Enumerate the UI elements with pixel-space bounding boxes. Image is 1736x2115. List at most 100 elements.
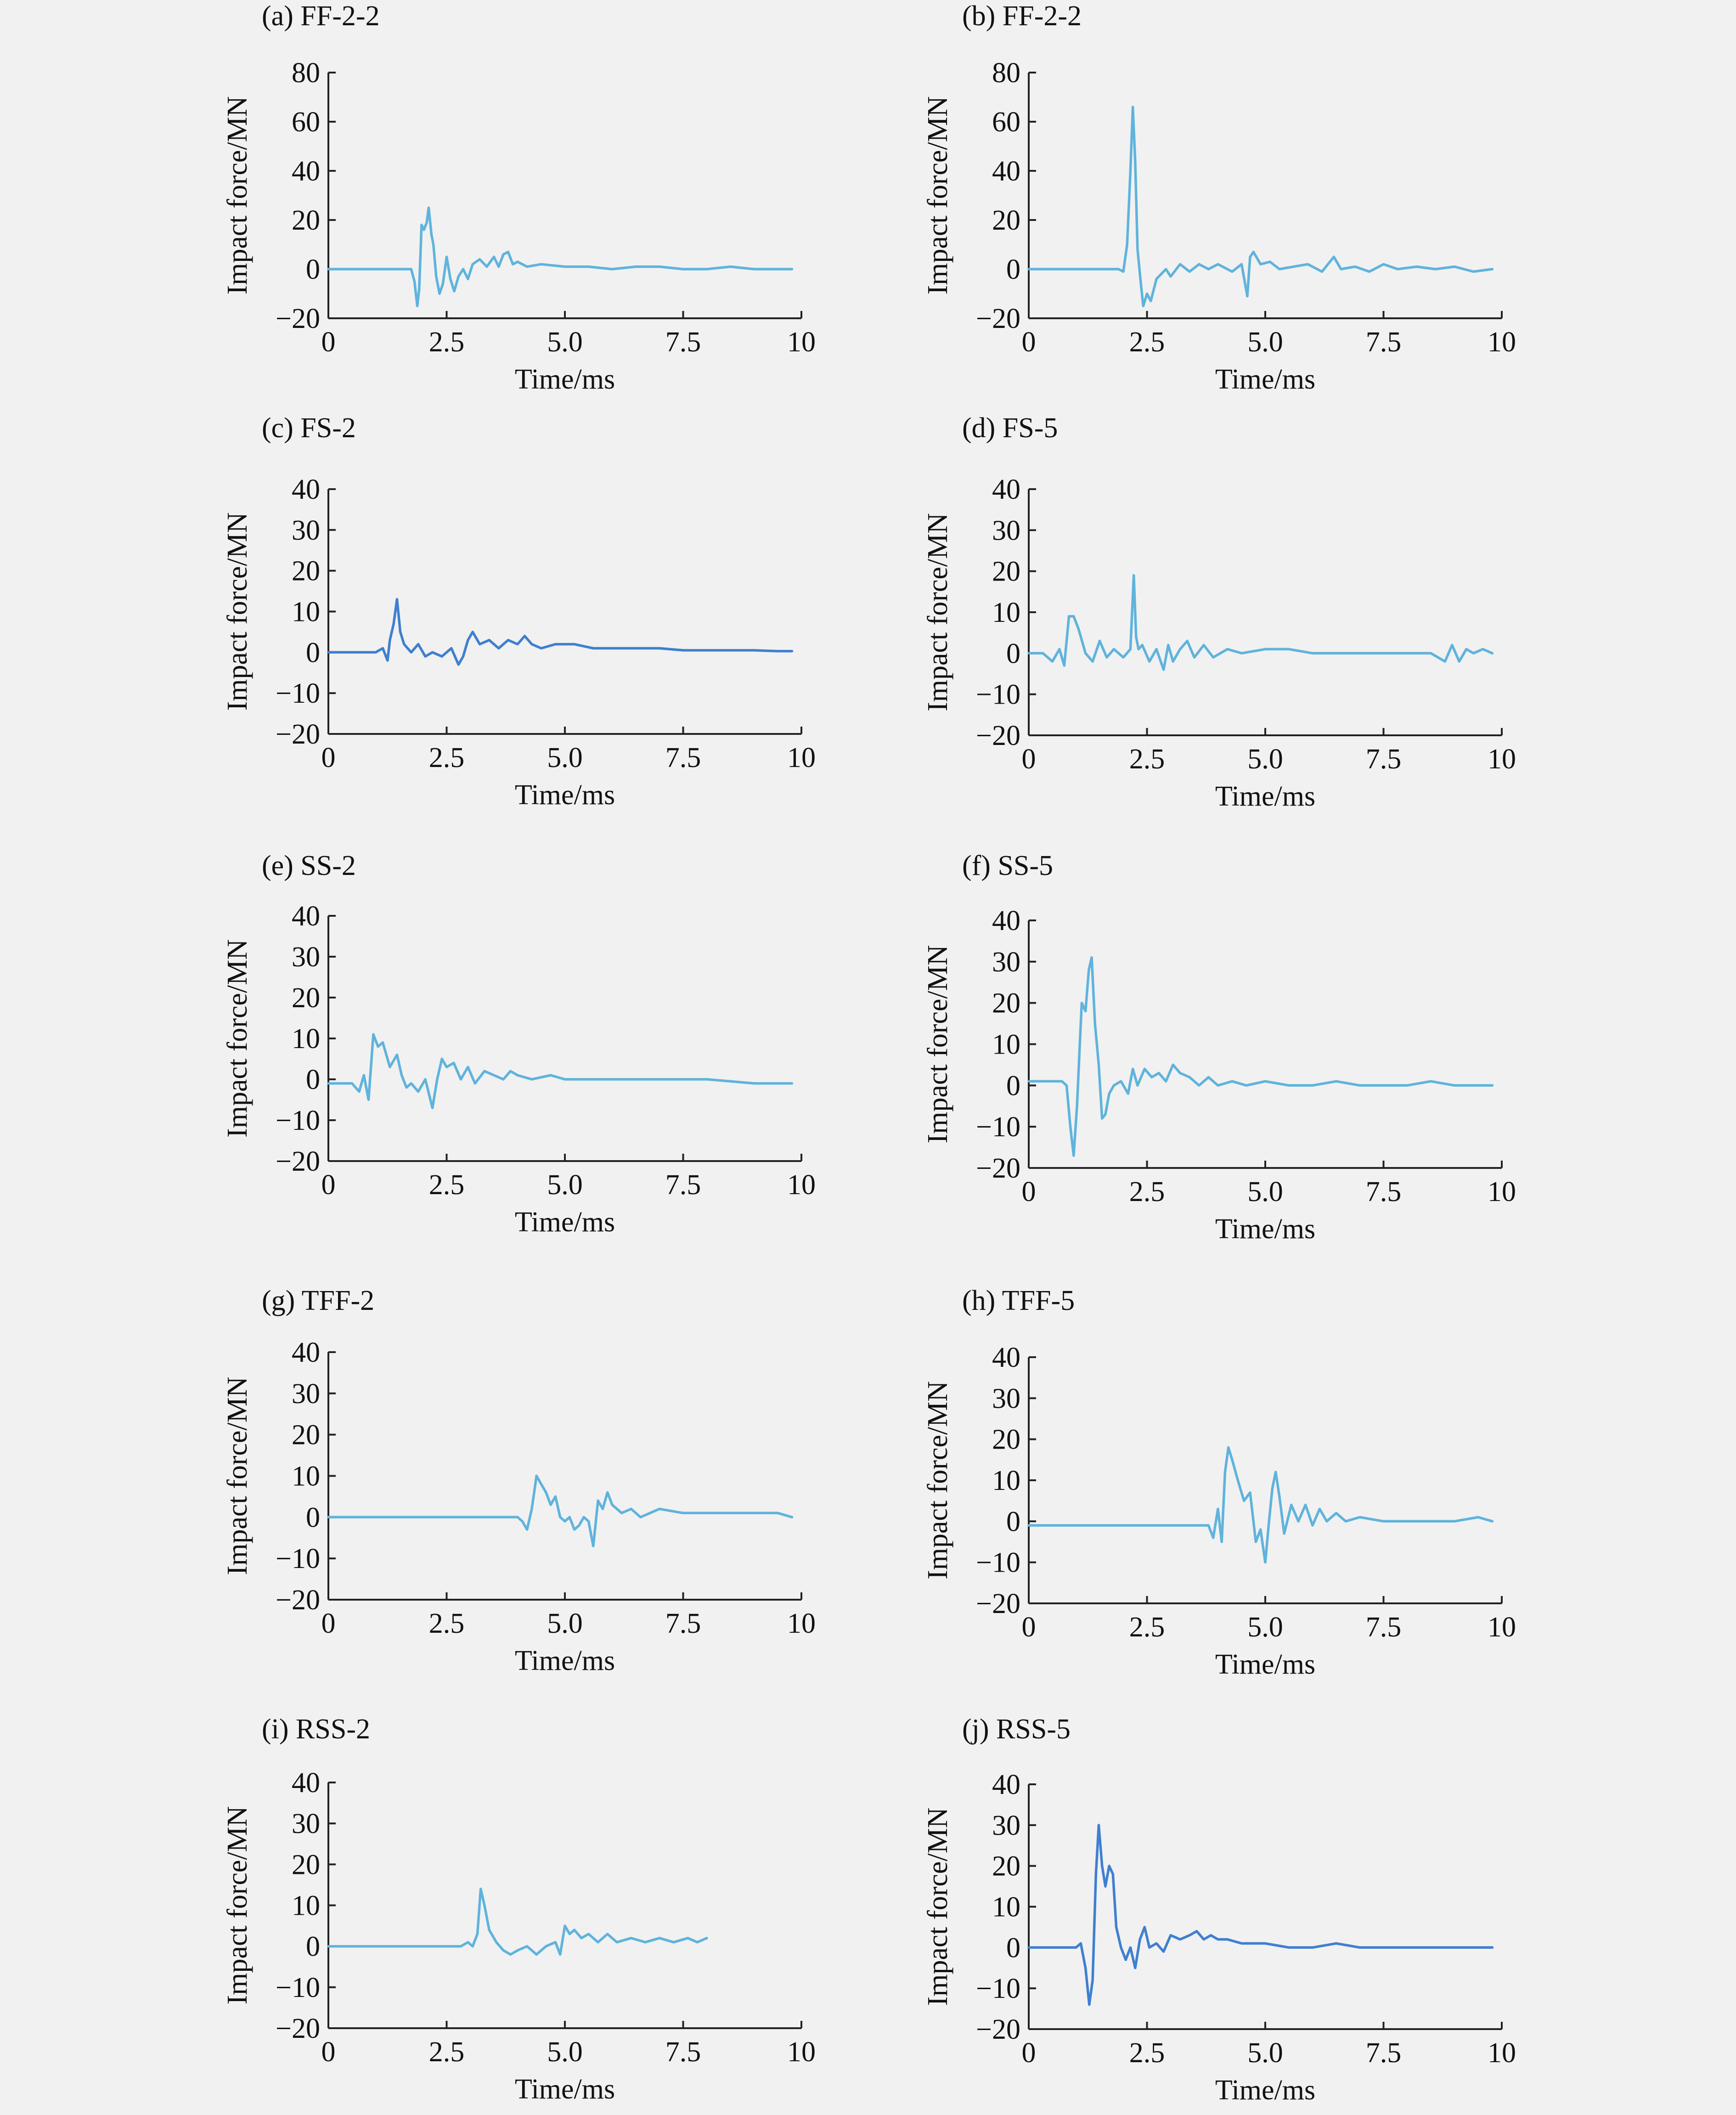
chart-panel: (d) FS-5 −20 −10 0 10 20 30 40 0 2.5 5.0 7.5 10 Time/… <box>922 412 1516 812</box>
x-tick-label: 0 <box>1022 2037 1036 2069</box>
y-tick-label: 80 <box>992 57 1020 89</box>
chart-panel: (j) RSS-5 −20 −10 0 10 20 30 40 0 2.5 5.0 7.5 10 Time… <box>922 1714 1516 2106</box>
y-tick-label: 10 <box>292 1461 320 1492</box>
x-tick-label: 0 <box>321 1608 336 1639</box>
x-tick-label: 2.5 <box>1129 1612 1165 1643</box>
x-axis-label: Time/ms <box>1215 2075 1315 2106</box>
x-tick-label: 5.0 <box>547 1608 583 1639</box>
series-line <box>327 598 794 666</box>
y-tick-label: 20 <box>992 205 1020 236</box>
y-tick-label: −20 <box>276 2013 320 2044</box>
y-tick-label: −20 <box>976 1153 1020 1184</box>
y-tick-label: 0 <box>1006 254 1020 285</box>
y-tick-label: 20 <box>292 982 320 1014</box>
x-tick-label: 0 <box>1022 744 1036 775</box>
x-tick-label: 2.5 <box>1129 2037 1165 2069</box>
panel-title: (b) FF-2-2 <box>962 0 1082 32</box>
x-tick-label: 7.5 <box>1366 327 1402 358</box>
x-tick-label: 5.0 <box>547 1169 583 1201</box>
y-tick-label: −20 <box>276 719 320 750</box>
x-tick-label: 0 <box>321 327 336 358</box>
y-tick-label: 0 <box>306 1064 320 1095</box>
x-tick-label: 2.5 <box>1129 327 1165 358</box>
y-tick-label: 40 <box>292 1767 320 1799</box>
y-tick-label: 40 <box>992 156 1020 187</box>
y-tick-label: 0 <box>1006 1506 1020 1537</box>
x-tick-label: 7.5 <box>665 742 701 773</box>
x-tick-label: 0 <box>321 742 336 773</box>
chart-panel: (i) RSS-2 −20 −10 0 10 20 30 40 0 2.5 5.0 7.5 10 Time… <box>222 1714 816 2105</box>
y-tick-label: 60 <box>292 107 320 138</box>
series-line <box>327 1474 794 1547</box>
y-tick-label: −10 <box>276 1972 320 2003</box>
x-tick-label: 7.5 <box>665 1608 701 1639</box>
x-tick-label: 5.0 <box>1247 744 1283 775</box>
x-tick-label: 7.5 <box>1366 1176 1402 1207</box>
y-axis-label: Impact force/MN <box>922 1807 953 2006</box>
y-axis-label: Impact force/MN <box>922 513 953 711</box>
panel-title: (c) FS-2 <box>262 412 356 444</box>
panel-title: (g) TFF-2 <box>262 1285 374 1316</box>
series-line <box>1027 956 1494 1157</box>
y-tick-label: 40 <box>992 1769 1020 1800</box>
y-tick-label: 20 <box>292 1420 320 1451</box>
x-tick-label: 7.5 <box>1366 1612 1402 1643</box>
x-tick-label: 5.0 <box>1247 2037 1283 2069</box>
panel-title: (h) TFF-5 <box>962 1285 1075 1316</box>
y-tick-label: −10 <box>976 1973 1020 2004</box>
panel-title: (f) SS-5 <box>962 850 1053 881</box>
y-tick-label: 20 <box>992 556 1020 587</box>
x-tick-label: 2.5 <box>1129 1176 1165 1207</box>
series-line <box>1027 106 1494 308</box>
x-tick-label: 2.5 <box>1129 744 1165 775</box>
x-tick-label: 2.5 <box>429 327 465 358</box>
x-tick-label: 7.5 <box>1366 744 1402 775</box>
x-axis-label: Time/ms <box>515 1645 615 1676</box>
y-tick-label: 40 <box>992 474 1020 505</box>
y-tick-label: 0 <box>1006 638 1020 669</box>
x-axis-label: Time/ms <box>515 364 615 395</box>
x-axis-label: Time/ms <box>1215 364 1315 395</box>
y-tick-label: −20 <box>976 2014 1020 2045</box>
y-tick-label: −20 <box>276 303 320 334</box>
x-tick-label: 10 <box>787 1608 816 1639</box>
y-tick-label: 20 <box>992 988 1020 1019</box>
x-tick-label: 7.5 <box>665 327 701 358</box>
y-axis-label: Impact force/MN <box>922 1381 953 1579</box>
y-tick-label: −10 <box>276 678 320 709</box>
chart-panel: (c) FS-2 −20 −10 0 10 20 30 40 0 2.5 5.0 7.5 10 Time/… <box>222 412 816 811</box>
y-tick-label: −10 <box>976 679 1020 711</box>
y-tick-label: 80 <box>292 57 320 89</box>
y-tick-label: 20 <box>992 1424 1020 1455</box>
panel-title: (d) FS-5 <box>962 412 1058 444</box>
x-tick-label: 10 <box>1488 744 1516 775</box>
y-tick-label: 30 <box>292 515 320 546</box>
y-axis-label: Impact force/MN <box>922 96 953 294</box>
x-tick-label: 10 <box>787 2036 816 2068</box>
x-axis-label: Time/ms <box>1215 1213 1315 1245</box>
y-tick-label: 0 <box>306 254 320 285</box>
y-tick-label: 10 <box>292 1023 320 1055</box>
y-tick-label: −10 <box>976 1111 1020 1143</box>
x-tick-label: 10 <box>1488 327 1516 358</box>
x-tick-label: 0 <box>1022 1176 1036 1207</box>
panel-title: (a) FF-2-2 <box>262 0 380 32</box>
y-tick-label: 30 <box>992 1383 1020 1414</box>
x-tick-label: 10 <box>787 742 816 773</box>
y-tick-label: 30 <box>992 515 1020 546</box>
y-tick-label: 0 <box>306 1502 320 1533</box>
x-tick-label: 5.0 <box>547 742 583 773</box>
x-tick-label: 7.5 <box>1366 2037 1402 2069</box>
y-tick-label: −10 <box>276 1105 320 1136</box>
y-axis-label: Impact force/MN <box>922 945 953 1143</box>
series-line <box>1027 574 1494 671</box>
y-tick-label: 20 <box>292 556 320 587</box>
x-tick-label: 10 <box>1488 1176 1516 1207</box>
x-axis-label: Time/ms <box>1215 1649 1315 1680</box>
series-line <box>1027 1446 1494 1564</box>
x-axis-label: Time/ms <box>515 1207 615 1238</box>
y-tick-label: 20 <box>992 1851 1020 1882</box>
series-line <box>327 1888 708 1956</box>
